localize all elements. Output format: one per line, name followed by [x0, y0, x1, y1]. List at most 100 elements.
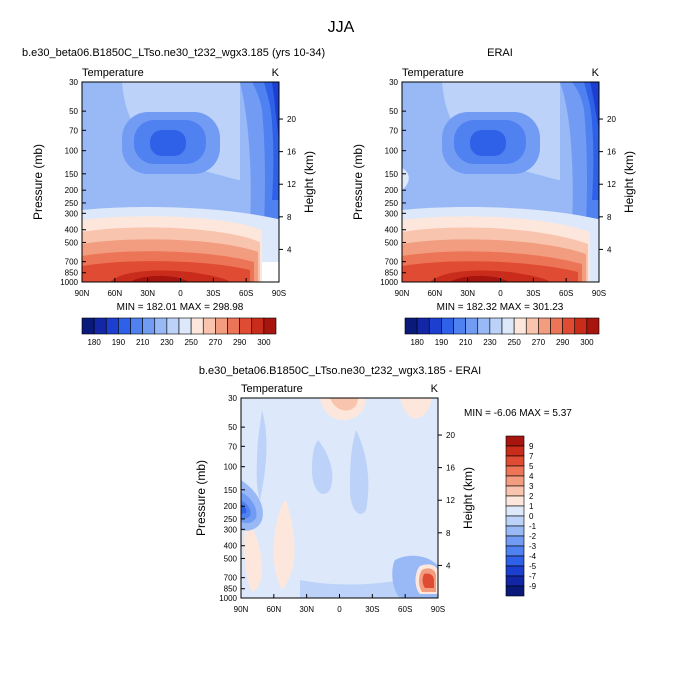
y-right-tick-label: 16 — [446, 464, 455, 473]
x-tick-label: 30N — [299, 605, 314, 614]
y-right-tick-label: 8 — [607, 213, 612, 222]
colorbar-label: 180 — [410, 338, 424, 347]
panel-model-field — [82, 82, 279, 282]
panel-erai-minmax: MIN = 182.32 MAX = 301.23 — [437, 302, 564, 313]
colorbar-swatch — [477, 317, 491, 335]
panel-diff: b.e30_beta06.B1850C_LTso.ne30_t232_wgx3.… — [194, 365, 572, 614]
panel-model: b.e30_beta06.B1850C_LTso.ne30_t232_wgx3.… — [22, 47, 325, 347]
y-tick-label: 300 — [224, 525, 238, 534]
panel-model-minmax: MIN = 182.01 MAX = 298.98 — [117, 302, 244, 313]
y-tick-label: 500 — [65, 238, 79, 247]
colorbar-swatch — [404, 317, 418, 335]
colorbar-swatch — [227, 317, 240, 335]
colorbar-label: 190 — [112, 338, 126, 347]
x-tick-label: 60S — [239, 289, 253, 298]
x-tick-label: 90N — [395, 289, 410, 298]
y-right-tick-label: 16 — [287, 148, 296, 157]
colorbar-swatch — [505, 465, 525, 477]
y-tick-label: 50 — [228, 423, 237, 432]
figure-title: JJA — [328, 19, 355, 36]
x-tick-label: 90S — [592, 289, 606, 298]
colorbar-swatch — [166, 317, 180, 335]
colorbar-swatch — [505, 585, 525, 597]
x-tick-label: 90N — [75, 289, 90, 298]
x-tick-label: 60N — [427, 289, 442, 298]
colorbar-swatch — [505, 575, 525, 587]
panel-model-colorbar: 180 190 210 230 250 270 290 300 — [81, 317, 277, 347]
x-tick-label: 30S — [526, 289, 540, 298]
panel-erai-units: K — [592, 67, 600, 79]
panel-model-units: K — [272, 67, 280, 79]
y-tick-label: 300 — [65, 209, 79, 218]
y-tick-label: 400 — [385, 226, 399, 235]
colorbar-label: 2 — [529, 492, 534, 501]
colorbar-label: 270 — [532, 338, 546, 347]
y-tick-label: 100 — [65, 147, 79, 156]
y-tick-label: 1000 — [219, 594, 237, 603]
y-right-tick-label: 16 — [607, 148, 616, 157]
x-tick-label: 30S — [206, 289, 220, 298]
colorbar-swatch — [154, 317, 168, 335]
colorbar-label: 1 — [529, 502, 534, 511]
y-tick-label: 250 — [224, 515, 238, 524]
colorbar-swatch — [428, 317, 442, 335]
panel-model-variable: Temperature — [82, 67, 144, 79]
colorbar-swatch — [562, 317, 576, 335]
x-tick-label: 60S — [398, 605, 412, 614]
y-tick-label: 150 — [385, 170, 399, 179]
colorbar-swatch — [130, 317, 143, 335]
colorbar-swatch — [525, 317, 539, 335]
colorbar-label: 290 — [556, 338, 570, 347]
y-right-tick-label: 8 — [287, 213, 292, 222]
panel-erai: ERAI Temperature K 90N 60N 30N 0 30S 60S 90S 30… — [351, 47, 636, 347]
colorbar-label: 5 — [529, 462, 534, 471]
colorbar-label: 3 — [529, 482, 534, 491]
x-tick-label: 0 — [498, 289, 503, 298]
panel-model-title: b.e30_beta06.B1850C_LTso.ne30_t232_wgx3.… — [22, 47, 325, 59]
colorbar-swatch — [489, 317, 503, 335]
colorbar-label: 250 — [507, 338, 521, 347]
y-tick-label: 1000 — [60, 278, 78, 287]
y-tick-label: 100 — [224, 463, 238, 472]
y-tick-label: 500 — [385, 238, 399, 247]
colorbar-swatch — [505, 455, 525, 467]
colorbar-swatch — [505, 445, 525, 457]
y-right-tick-label: 20 — [287, 115, 296, 124]
colorbar-swatch — [202, 317, 216, 335]
colorbar-label: 210 — [459, 338, 473, 347]
colorbar-swatch — [505, 545, 525, 557]
colorbar-swatch — [251, 317, 265, 335]
colorbar-swatch — [550, 317, 563, 335]
panel-erai-variable: Temperature — [402, 67, 464, 79]
colorbar-label: -3 — [529, 542, 537, 551]
colorbar-label: -2 — [529, 532, 537, 541]
colorbar-label: -9 — [529, 582, 537, 591]
colorbar-swatch — [538, 317, 551, 335]
y-tick-label: 1000 — [380, 278, 398, 287]
colorbar-swatch — [93, 317, 107, 335]
colorbar-swatch — [586, 317, 600, 335]
y-tick-label: 400 — [224, 542, 238, 551]
x-tick-label: 60N — [107, 289, 122, 298]
colorbar-label: 300 — [257, 338, 271, 347]
x-tick-label: 0 — [337, 605, 342, 614]
colorbar-label: -1 — [529, 522, 537, 531]
colorbar-swatch — [263, 317, 277, 335]
y-right-tick-label: 4 — [287, 245, 292, 254]
colorbar-swatch — [505, 505, 525, 517]
panel-erai-axes: 90N 60N 30N 0 30S 60S 90S 30 50 70 100 150 200 250300… — [380, 78, 616, 298]
colorbar-swatch — [505, 495, 525, 507]
y-tick-label: 200 — [65, 186, 79, 195]
panel-model-ylabel: Pressure (mb) — [31, 144, 45, 220]
y-tick-label: 70 — [389, 126, 398, 135]
y-tick-label: 70 — [69, 126, 78, 135]
colorbar-label: 7 — [529, 452, 534, 461]
colorbar-swatch — [574, 317, 588, 335]
colorbar-swatch — [215, 317, 228, 335]
colorbar-label: 300 — [580, 338, 594, 347]
panel-model-axes: 90N 60N 30N 0 30S 60S 90S 30 50 70 100 150 200 250300… — [60, 78, 296, 298]
colorbar-swatch — [453, 317, 466, 335]
colorbar-label: 290 — [233, 338, 247, 347]
x-tick-label: 30N — [460, 289, 475, 298]
